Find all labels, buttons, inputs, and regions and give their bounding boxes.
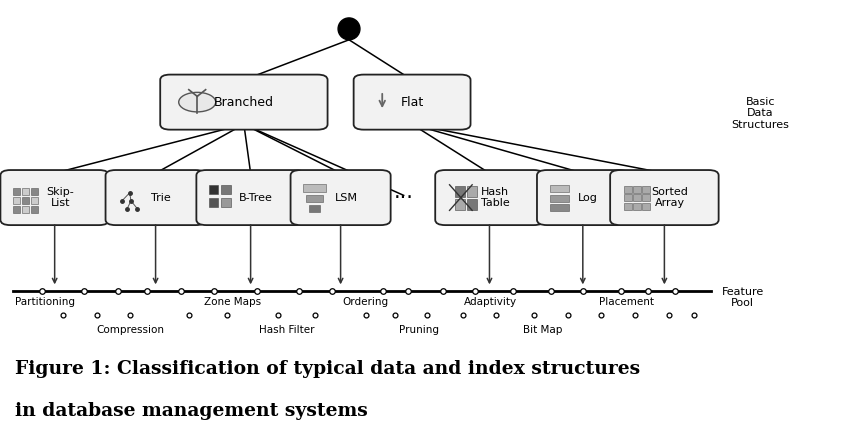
Bar	[625, 203, 632, 210]
FancyBboxPatch shape	[353, 75, 470, 130]
Text: LSM: LSM	[335, 193, 357, 202]
Circle shape	[178, 92, 215, 112]
Bar	[31, 188, 39, 195]
Text: in database management systems: in database management systems	[15, 402, 368, 420]
Text: Sorted
Array: Sorted Array	[652, 187, 689, 208]
Text: Branched: Branched	[214, 95, 274, 109]
Ellipse shape	[338, 18, 360, 40]
Text: B-Tree: B-Tree	[240, 193, 273, 202]
Bar	[455, 186, 465, 197]
Text: Log: Log	[579, 193, 598, 202]
Bar	[13, 188, 20, 195]
Bar	[22, 197, 29, 204]
Bar	[467, 199, 477, 210]
Text: Trie: Trie	[151, 193, 171, 202]
Bar	[642, 186, 649, 193]
Text: Figure 1: Classification of typical data and index structures: Figure 1: Classification of typical data…	[15, 360, 640, 378]
Bar	[633, 203, 641, 210]
FancyBboxPatch shape	[1, 170, 109, 225]
Bar	[221, 185, 231, 194]
Bar	[309, 205, 320, 212]
Bar	[550, 204, 569, 211]
Bar	[625, 186, 632, 193]
Bar	[22, 188, 29, 195]
Bar	[642, 203, 649, 210]
Bar	[642, 194, 649, 202]
Bar	[455, 199, 465, 210]
FancyBboxPatch shape	[291, 170, 390, 225]
Bar	[467, 186, 477, 197]
Text: Hash
Table: Hash Table	[481, 187, 510, 208]
Bar	[31, 197, 39, 204]
Bar	[13, 206, 20, 213]
Bar	[13, 197, 20, 204]
Bar	[550, 195, 569, 202]
Bar	[304, 184, 326, 191]
Bar	[209, 198, 219, 207]
FancyBboxPatch shape	[196, 170, 304, 225]
Bar	[31, 206, 39, 213]
Text: Basic
Data
Structures: Basic Data Structures	[732, 97, 790, 130]
Bar	[625, 194, 632, 202]
Text: Zone Maps: Zone Maps	[204, 297, 261, 307]
Text: Adaptivity: Adaptivity	[464, 297, 517, 307]
Bar	[209, 185, 219, 194]
FancyBboxPatch shape	[537, 170, 628, 225]
Bar	[633, 186, 641, 193]
FancyBboxPatch shape	[106, 170, 205, 225]
Bar	[306, 195, 323, 202]
Bar	[221, 198, 231, 207]
Text: Placement: Placement	[599, 297, 653, 307]
Text: Partitioning: Partitioning	[15, 297, 75, 307]
FancyBboxPatch shape	[160, 75, 327, 130]
Text: Feature
Pool: Feature Pool	[722, 287, 764, 308]
Text: Pruning: Pruning	[399, 325, 440, 335]
Text: Hash Filter: Hash Filter	[259, 325, 315, 335]
Text: Bit Map: Bit Map	[523, 325, 563, 335]
FancyBboxPatch shape	[611, 170, 718, 225]
Bar	[550, 185, 569, 192]
FancyBboxPatch shape	[436, 170, 543, 225]
Bar	[22, 206, 29, 213]
Text: Compression: Compression	[97, 325, 165, 335]
Text: Flat: Flat	[400, 95, 424, 109]
Text: ···: ···	[394, 187, 414, 208]
Text: Ordering: Ordering	[342, 297, 389, 307]
Text: Skip-
List: Skip- List	[46, 187, 74, 208]
Bar	[633, 194, 641, 202]
